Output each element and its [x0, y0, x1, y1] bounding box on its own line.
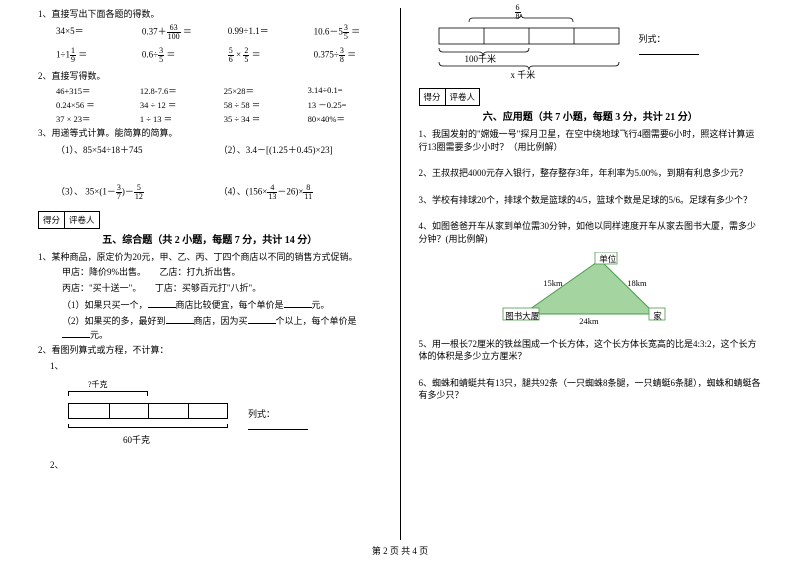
r-q5: 5、用一根长72厘米的铁丝围成一个长方体，这个长方体长宽高的比是4:3:2，这个…: [419, 338, 763, 363]
p1a: 甲店：降价9%出售。 乙店：打九折出售。: [38, 266, 382, 279]
eq: 3.14÷0.1=: [308, 85, 382, 97]
fig1-top-label: ?千克: [88, 379, 108, 390]
q2-text: 2、直接写得数。: [38, 70, 382, 83]
eq: 13 －0.25=: [308, 99, 382, 111]
grid-row: 37 × 23＝ 1 ÷ 13 ＝ 35 ÷ 34 ＝ 80×40%＝: [38, 113, 382, 125]
page-footer: 第 2 页 共 4 页: [0, 544, 800, 557]
fig1-formula: 列式：: [248, 407, 308, 432]
grader-label: 评卷人: [445, 88, 481, 106]
score-box: 得分 评卷人: [38, 211, 382, 229]
score-label: 得分: [419, 88, 445, 106]
r-q6: 6、蜘蛛和蜻蜓共有13只，腿共92条（一只蜘蛛8条腿，一只蜻蜓6条腿），蜘蛛和蜻…: [419, 377, 763, 402]
right-column: 68 100千米 x 千米 列式： 得分 评卷人 六、应用题（共 7 小题，每题…: [401, 8, 771, 540]
grid-row: 46+315＝ 12.8-7.6＝ 25×28＝ 3.14÷0.1=: [38, 85, 382, 97]
eq: 46+315＝: [56, 85, 130, 97]
tri-side-b: 24km: [579, 316, 598, 326]
p1b: 丙店："买十送一"。 丁店：买够百元打"八折"。: [38, 282, 382, 295]
score-box: 得分 评卷人: [419, 88, 763, 106]
eq: 0.24×56 ＝: [56, 99, 130, 111]
fig1-bot-label: 60千克: [123, 433, 150, 446]
left-column: 1、直接写出下面各题的得数。 34×5＝ 0.37＋63100 ＝ 0.99÷1…: [30, 8, 401, 540]
r-q4: 4、如图爸爸开车从家到单位需30分钟，如他以同样速度开车从家去图书大厦，需多少分…: [419, 220, 763, 245]
eq: 25×28＝: [224, 85, 298, 97]
p2-sub1: 1、: [38, 360, 382, 373]
eq: 0.6÷35 ＝: [142, 47, 210, 64]
section-6-title: 六、应用题（共 7 小题，每题 3 分，共计 21 分）: [419, 108, 763, 123]
page-container: 1、直接写出下面各题的得数。 34×5＝ 0.37＋63100 ＝ 0.99÷1…: [0, 0, 800, 540]
r-q1: 1、我国发射的"嫦娥一号"探月卫星，在空中绕地球飞行4圈需要6小时，照这样计算运…: [419, 128, 763, 153]
p2: 2、看图列算式或方程，不计算：: [38, 344, 382, 357]
eq: 1 ÷ 13 ＝: [140, 113, 214, 125]
q3-2: （2）、3.4－[(1.25＋0.45)×23]: [219, 143, 382, 156]
q3-4: （4）、(156×413－26)×811: [219, 184, 382, 201]
fig2-formula: 列式：: [639, 32, 699, 57]
q1-text: 1、直接写出下面各题的得数。: [38, 8, 382, 21]
tri-side-r: 18km: [627, 278, 646, 288]
eq: 0.37＋63100 ＝: [142, 24, 210, 41]
eq: 58 ÷ 58 ＝: [224, 99, 298, 111]
eq: 37 × 23＝: [56, 113, 130, 125]
q3-row2: （3）、 35×(1－37)－512 （4）、(156×413－26)×811: [38, 184, 382, 201]
tri-top: 单位: [599, 253, 616, 265]
eq: 34 ÷ 12 ＝: [140, 99, 214, 111]
grid-row: 0.24×56 ＝ 34 ÷ 12 ＝ 58 ÷ 58 ＝ 13 －0.25=: [38, 99, 382, 111]
r-q3: 3、学校有排球20个，排球个数是篮球的4/5，篮球个数是足球的5/6。足球有多少…: [419, 194, 763, 207]
q3-row1: （1）、85×54÷18＋745 （2）、3.4－[(1.25＋0.45)×23…: [38, 143, 382, 156]
eq: 80×40%＝: [308, 113, 382, 125]
grader-label: 评卷人: [64, 211, 100, 229]
eq: 12.8-7.6＝: [140, 85, 214, 97]
tri-left: 图书大厦: [505, 310, 539, 322]
q3-3: （3）、 35×(1－37)－512: [56, 184, 219, 201]
triangle-figure: 单位 图书大厦 家 15km 18km 24km: [485, 252, 695, 332]
score-label: 得分: [38, 211, 64, 229]
fig2-bot: x 千米: [511, 68, 536, 81]
tri-right: 家: [653, 310, 662, 322]
p2-sub2: 2、: [38, 459, 382, 472]
fig2-mid: 100千米: [465, 52, 497, 65]
bracket-figure-2: 68 100千米 x 千米 列式：: [429, 8, 669, 78]
q3-1: （1）、85×54÷18＋745: [56, 143, 219, 156]
tri-side-l: 15km: [543, 278, 562, 288]
eq: 34×5＝: [56, 24, 124, 41]
section-5-title: 五、综合题（共 2 小题，每题 7 分，共计 14 分）: [38, 231, 382, 246]
eq: 0.375÷38 ＝: [314, 47, 382, 64]
q3-text: 3、用递等式计算。能简算的简算。: [38, 127, 382, 140]
eq-row-1: 34×5＝ 0.37＋63100 ＝ 0.99÷1.1＝ 10.6－535 ＝: [38, 24, 382, 41]
eq: 0.99÷1.1＝: [228, 24, 296, 41]
eq-row-2: 1÷119 ＝ 0.6÷35 ＝ 56 × 25 ＝ 0.375÷38 ＝: [38, 47, 382, 64]
p1: 1、某种商品，原定价为20元，甲、乙、丙、丁四个商店以不同的销售方式促销。: [38, 251, 382, 264]
p1c2: （2）如果买的多，最好到商店，因为买个以上，每个单价是元。: [38, 314, 382, 341]
eq: 1÷119 ＝: [56, 47, 124, 64]
p1c1: （1）如果只买一个，商店比较便宜，每个单价是元。: [38, 298, 382, 312]
eq: 10.6－535 ＝: [314, 24, 382, 41]
bracket-figure-1: ?千克 60千克 列式：: [68, 381, 248, 451]
eq: 56 × 25 ＝: [228, 47, 296, 64]
eq: 35 ÷ 34 ＝: [224, 113, 298, 125]
r-q2: 2、王叔叔把4000元存入银行，整存整存3年，年利率为5.00%，到期有利息多少…: [419, 167, 763, 180]
